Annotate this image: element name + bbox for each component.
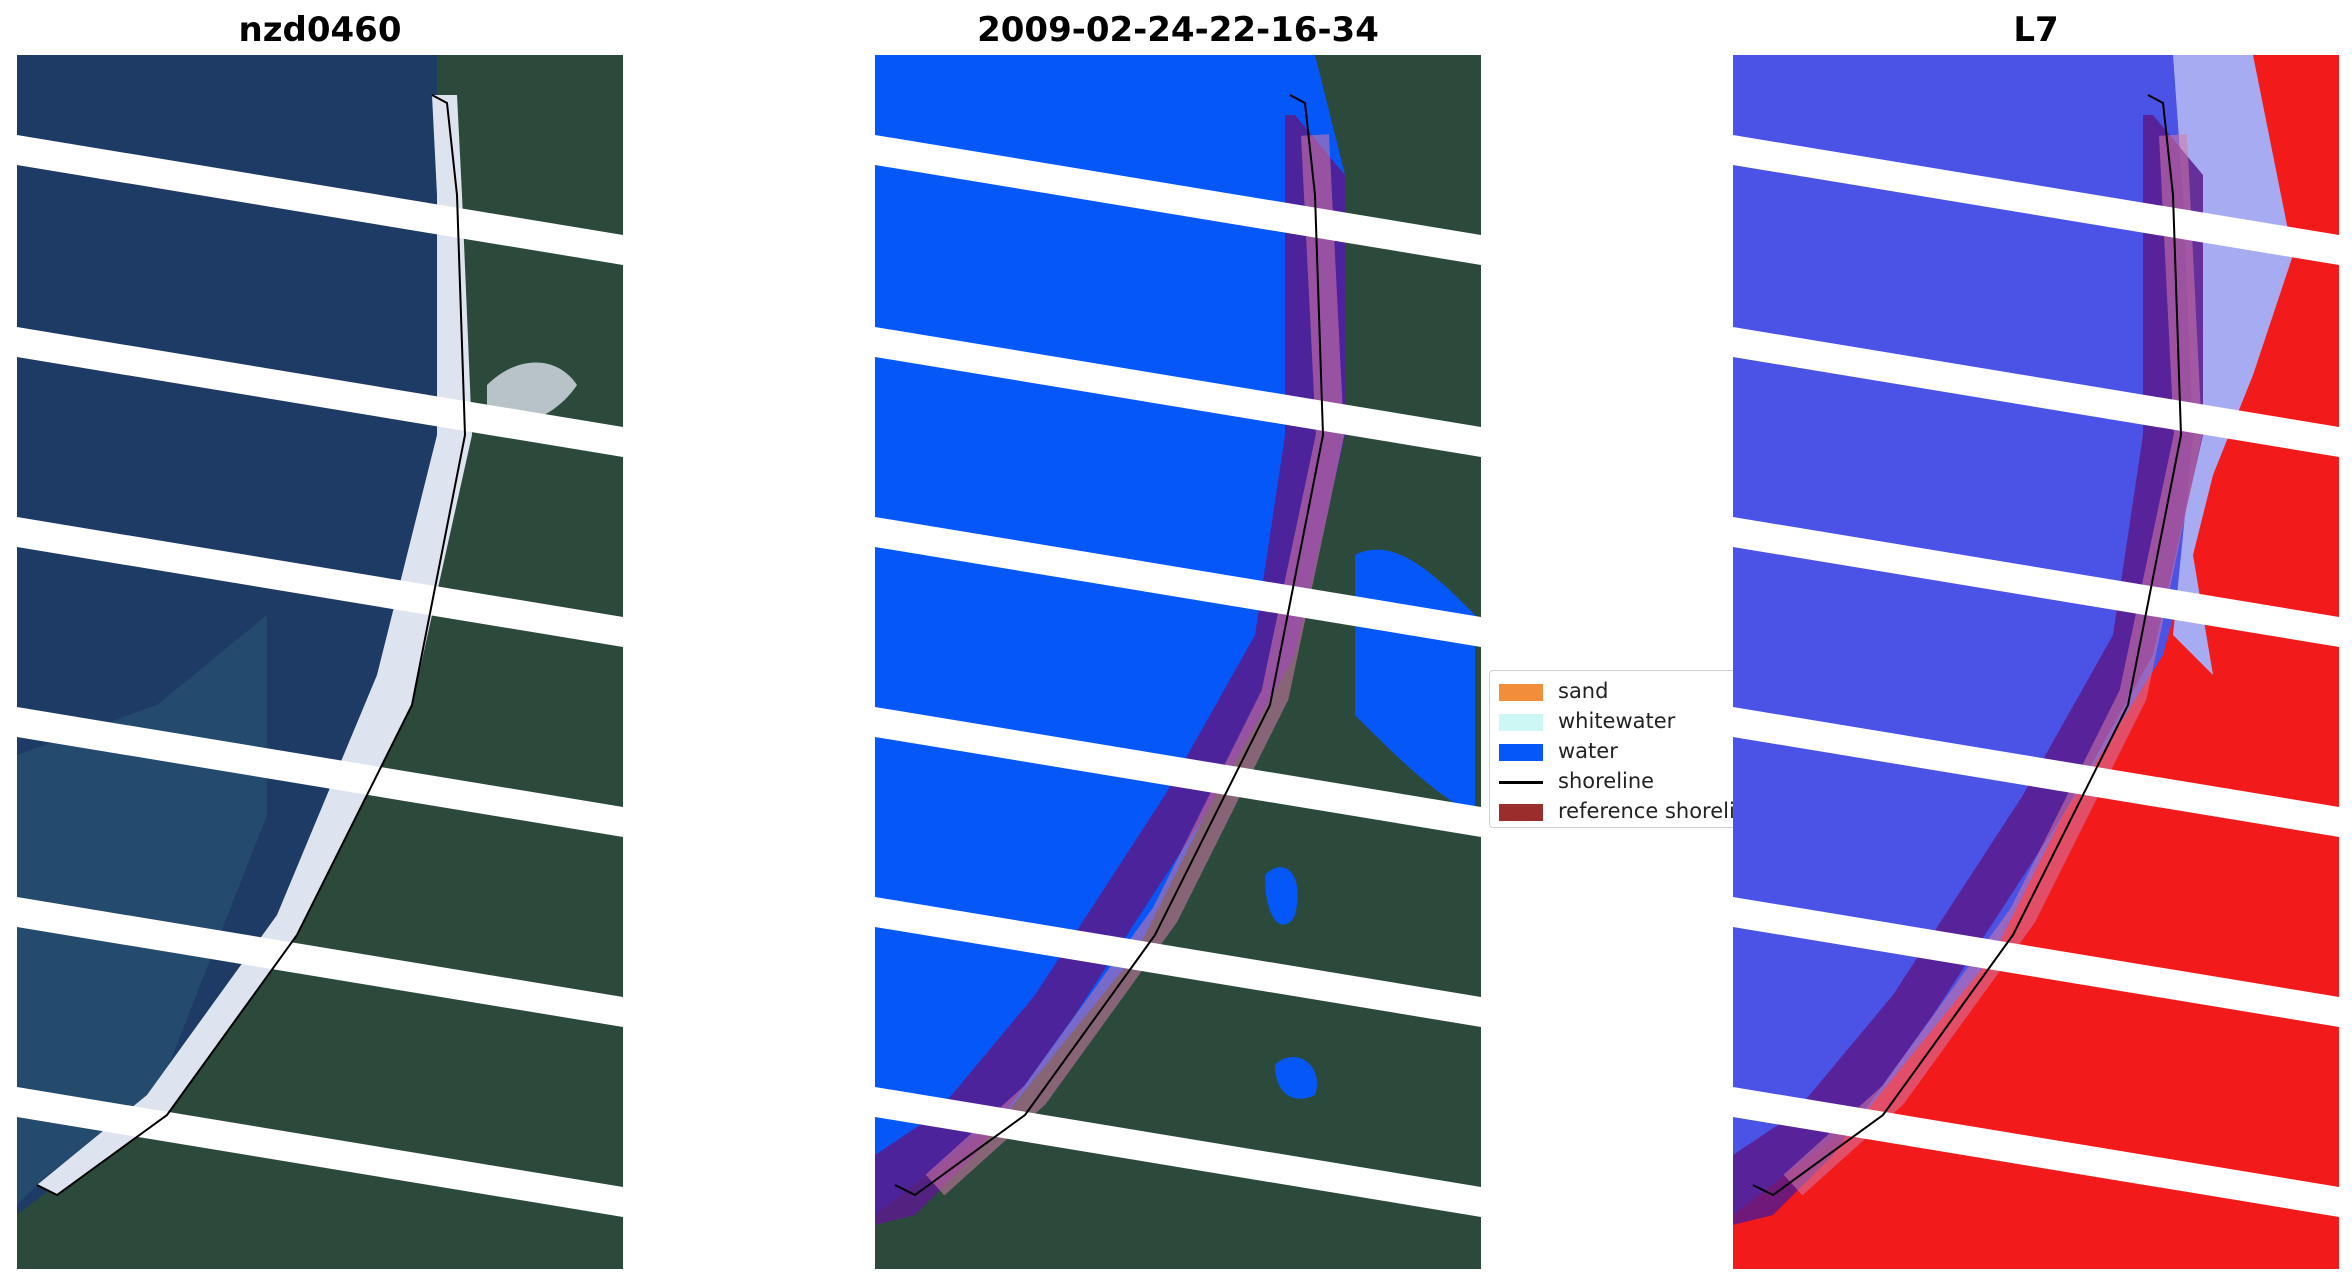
panel-title-rgb: nzd0460 xyxy=(238,10,402,50)
legend-label-shoreline: shoreline xyxy=(1558,769,1655,793)
panel-title-index: L7 xyxy=(2013,10,2059,50)
index-panel: L7 xyxy=(1733,0,2339,1283)
legend-label-water: water xyxy=(1558,739,1618,763)
classification-panel: 2009-02-24-22-16-34 xyxy=(875,0,1481,1283)
classification-image xyxy=(875,55,1481,1269)
legend-item-water: water xyxy=(1490,736,1733,766)
legend-label-sand: sand xyxy=(1558,679,1609,703)
legend-swatch-sand xyxy=(1499,684,1543,701)
legend-item-reference-shoreline: reference shoreline xyxy=(1490,796,1733,826)
legend-label-whitewater: whitewater xyxy=(1558,709,1676,733)
rgb-panel: nzd0460 xyxy=(17,0,623,1283)
panel-title-classification: 2009-02-24-22-16-34 xyxy=(977,10,1379,50)
legend-swatch-reference-shoreline xyxy=(1499,804,1543,821)
legend-swatch-whitewater xyxy=(1499,714,1543,731)
legend-item-sand: sand xyxy=(1490,676,1733,706)
legend: sand whitewater water shoreline referenc… xyxy=(1489,670,1733,828)
legend-item-whitewater: whitewater xyxy=(1490,706,1733,736)
legend-label-reference-shoreline: reference shoreline xyxy=(1558,799,1733,823)
legend-swatch-water xyxy=(1499,744,1543,761)
rgb-satellite-image xyxy=(17,55,623,1269)
legend-line-shoreline xyxy=(1499,781,1543,784)
index-image xyxy=(1733,55,2339,1269)
legend-item-shoreline: shoreline xyxy=(1490,766,1733,796)
